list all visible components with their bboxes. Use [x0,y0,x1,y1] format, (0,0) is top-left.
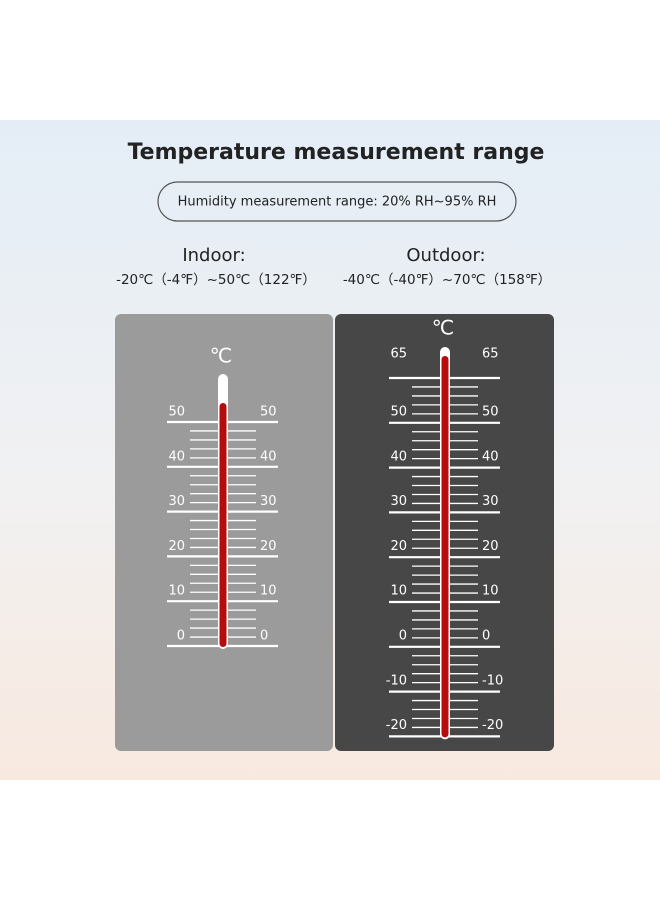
scale-label-left: 0 [399,629,407,644]
scale-label-left: 20 [168,539,185,554]
scale-label-right: 10 [482,584,499,599]
scale-label-right: 65 [482,347,499,362]
outdoor-range: -40℃（-40℉）~70℃（158℉） [343,272,551,288]
scale-label-left: 40 [390,449,407,464]
scale-label-right: 50 [260,405,277,420]
scale-label-right: 30 [482,494,499,509]
humidity-pill [157,181,517,222]
scale-label-right: 40 [260,449,277,464]
scale-label-right: 10 [260,584,277,599]
indoor-range: -20℃（-4℉）~50℃（122℉） [116,272,316,288]
scale-label-left: -10 [386,673,407,688]
scale-label-left: 0 [177,629,185,644]
title: Temperature measurement range [128,140,545,165]
scale-label-right: 20 [482,539,499,554]
thermometers: 50 50 40 40 30 30 20 20 10 10 0 0 65 65 50 50 40 40 30 30 20… [167,347,503,740]
humidity-range: Humidity measurement range: 20% RH~95% R… [178,195,497,210]
scale-label-left: 50 [168,405,185,420]
mercury [219,403,227,647]
scale-label-right: 0 [260,629,268,644]
scale-label-right: -20 [482,718,503,733]
outdoor-unit: ℃ [432,316,454,340]
outdoor-label: Outdoor: [406,245,485,266]
scale-label-left: 20 [390,539,407,554]
scale-label-right: 20 [260,539,277,554]
scale-label-left: 30 [168,494,185,509]
indoor-label: Indoor: [182,245,245,266]
scale-label-left: -20 [386,718,407,733]
scale-label-left: 50 [390,405,407,420]
scale-label-right: 0 [482,629,490,644]
scale-label-right: -10 [482,673,503,688]
mercury [441,356,449,738]
scale-label-left: 65 [390,347,407,362]
scale-label-left: 10 [168,584,185,599]
scale-label-right: 30 [260,494,277,509]
scale-label-left: 40 [168,449,185,464]
scale-label-right: 50 [482,405,499,420]
indoor-unit: ℃ [210,344,232,368]
scale-label-left: 30 [390,494,407,509]
scale-label-right: 40 [482,449,499,464]
scale-label-left: 10 [390,584,407,599]
